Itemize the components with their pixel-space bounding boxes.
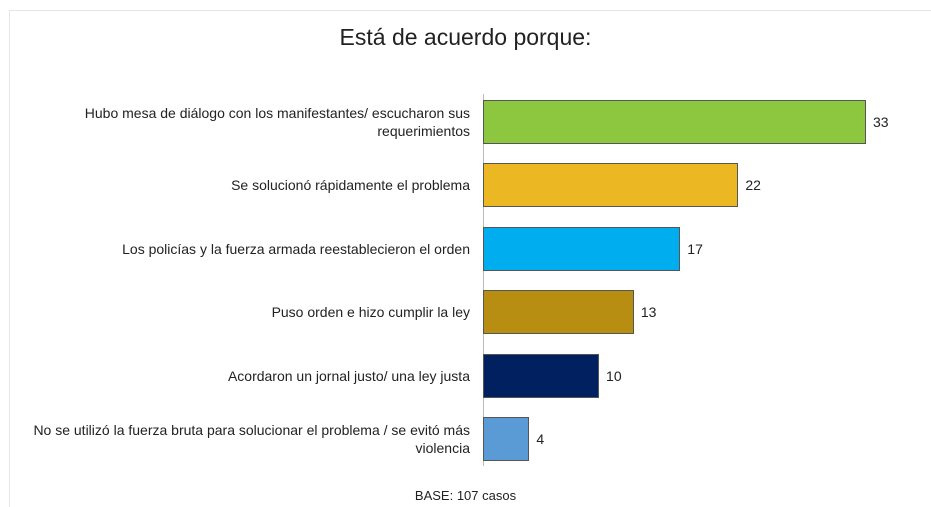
- value-label: 17: [687, 240, 703, 257]
- value-label: 22: [745, 177, 761, 194]
- bar: [483, 290, 634, 335]
- bar: [483, 163, 739, 208]
- frame-left: [9, 10, 10, 507]
- value-label: 10: [606, 367, 622, 384]
- bar: [483, 417, 530, 461]
- chart-title: Está de acuerdo porque:: [339, 24, 592, 50]
- bar: [483, 353, 600, 398]
- category-label: No se utilizó la fuerza bruta para soluc…: [33, 422, 470, 456]
- category-label: Se solucionó rápidamente el problema: [231, 177, 470, 194]
- value-label: 33: [873, 114, 889, 130]
- category-label: Hubo mesa de diálogo con los manifestant…: [84, 105, 470, 139]
- value-label: 13: [640, 304, 657, 321]
- base-note: BASE: 107 casos: [414, 488, 517, 503]
- bar: [483, 226, 681, 271]
- axis-line: [483, 94, 484, 466]
- category-label: Puso orden e hizo cumplir la ley: [271, 304, 470, 321]
- value-label: 4: [536, 431, 545, 447]
- category-label: Acordaron un jornal justo/ una ley justa: [227, 367, 470, 384]
- frame-top: [9, 10, 931, 11]
- bar: [483, 100, 866, 144]
- category-label: Los policías y la fuerza armada reestabl…: [122, 240, 470, 257]
